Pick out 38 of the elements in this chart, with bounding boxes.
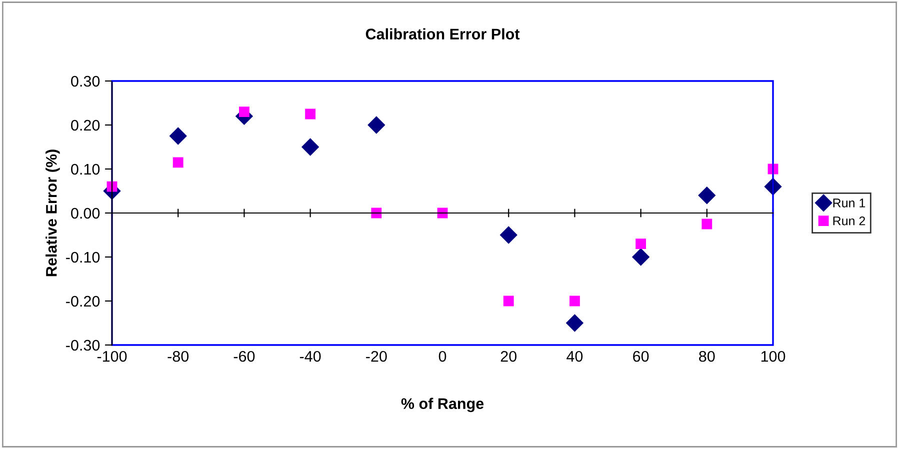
y-tick-label: 0.30 (71, 76, 100, 87)
x-tick-label: 40 (566, 350, 583, 362)
point (305, 108, 316, 120)
x-tick-label: -40 (300, 350, 321, 362)
point (566, 314, 584, 332)
x-tick-label: 0 (438, 350, 446, 362)
x-axis-title: % of Range (401, 398, 484, 412)
point (569, 296, 580, 306)
point (500, 226, 518, 244)
x-tick-label: -100 (97, 350, 127, 362)
x-tick-label: 60 (633, 350, 649, 362)
x-tick-label: -60 (234, 350, 255, 362)
x-tick-label: -20 (366, 350, 387, 362)
point (632, 248, 650, 266)
y-axis-title: Relative Error (%) (46, 150, 60, 276)
point (698, 186, 716, 204)
point (702, 218, 712, 230)
y-tick-label: -0.20 (66, 296, 100, 307)
legend-label: Run 1 (833, 198, 866, 208)
point (238, 106, 250, 118)
point (636, 238, 646, 250)
point (170, 127, 187, 145)
point (503, 296, 514, 306)
point (371, 208, 382, 218)
y-tick-label: 0.10 (71, 164, 100, 175)
y-tick-label: 0.00 (71, 208, 100, 219)
point (302, 138, 319, 156)
y-tick-label: -0.30 (66, 340, 100, 351)
point (368, 116, 385, 134)
y-tick-label: -0.10 (66, 252, 100, 263)
point (172, 157, 184, 168)
x-tick-label: 20 (500, 350, 516, 362)
legend-label: Run 2 (833, 216, 866, 226)
chart-title: Calibration Error Plot (366, 28, 520, 40)
x-tick-label: 100 (761, 350, 786, 362)
x-tick-label: -80 (168, 350, 189, 362)
y-tick-label: 0.20 (71, 120, 100, 131)
x-tick-label: 80 (699, 350, 715, 362)
